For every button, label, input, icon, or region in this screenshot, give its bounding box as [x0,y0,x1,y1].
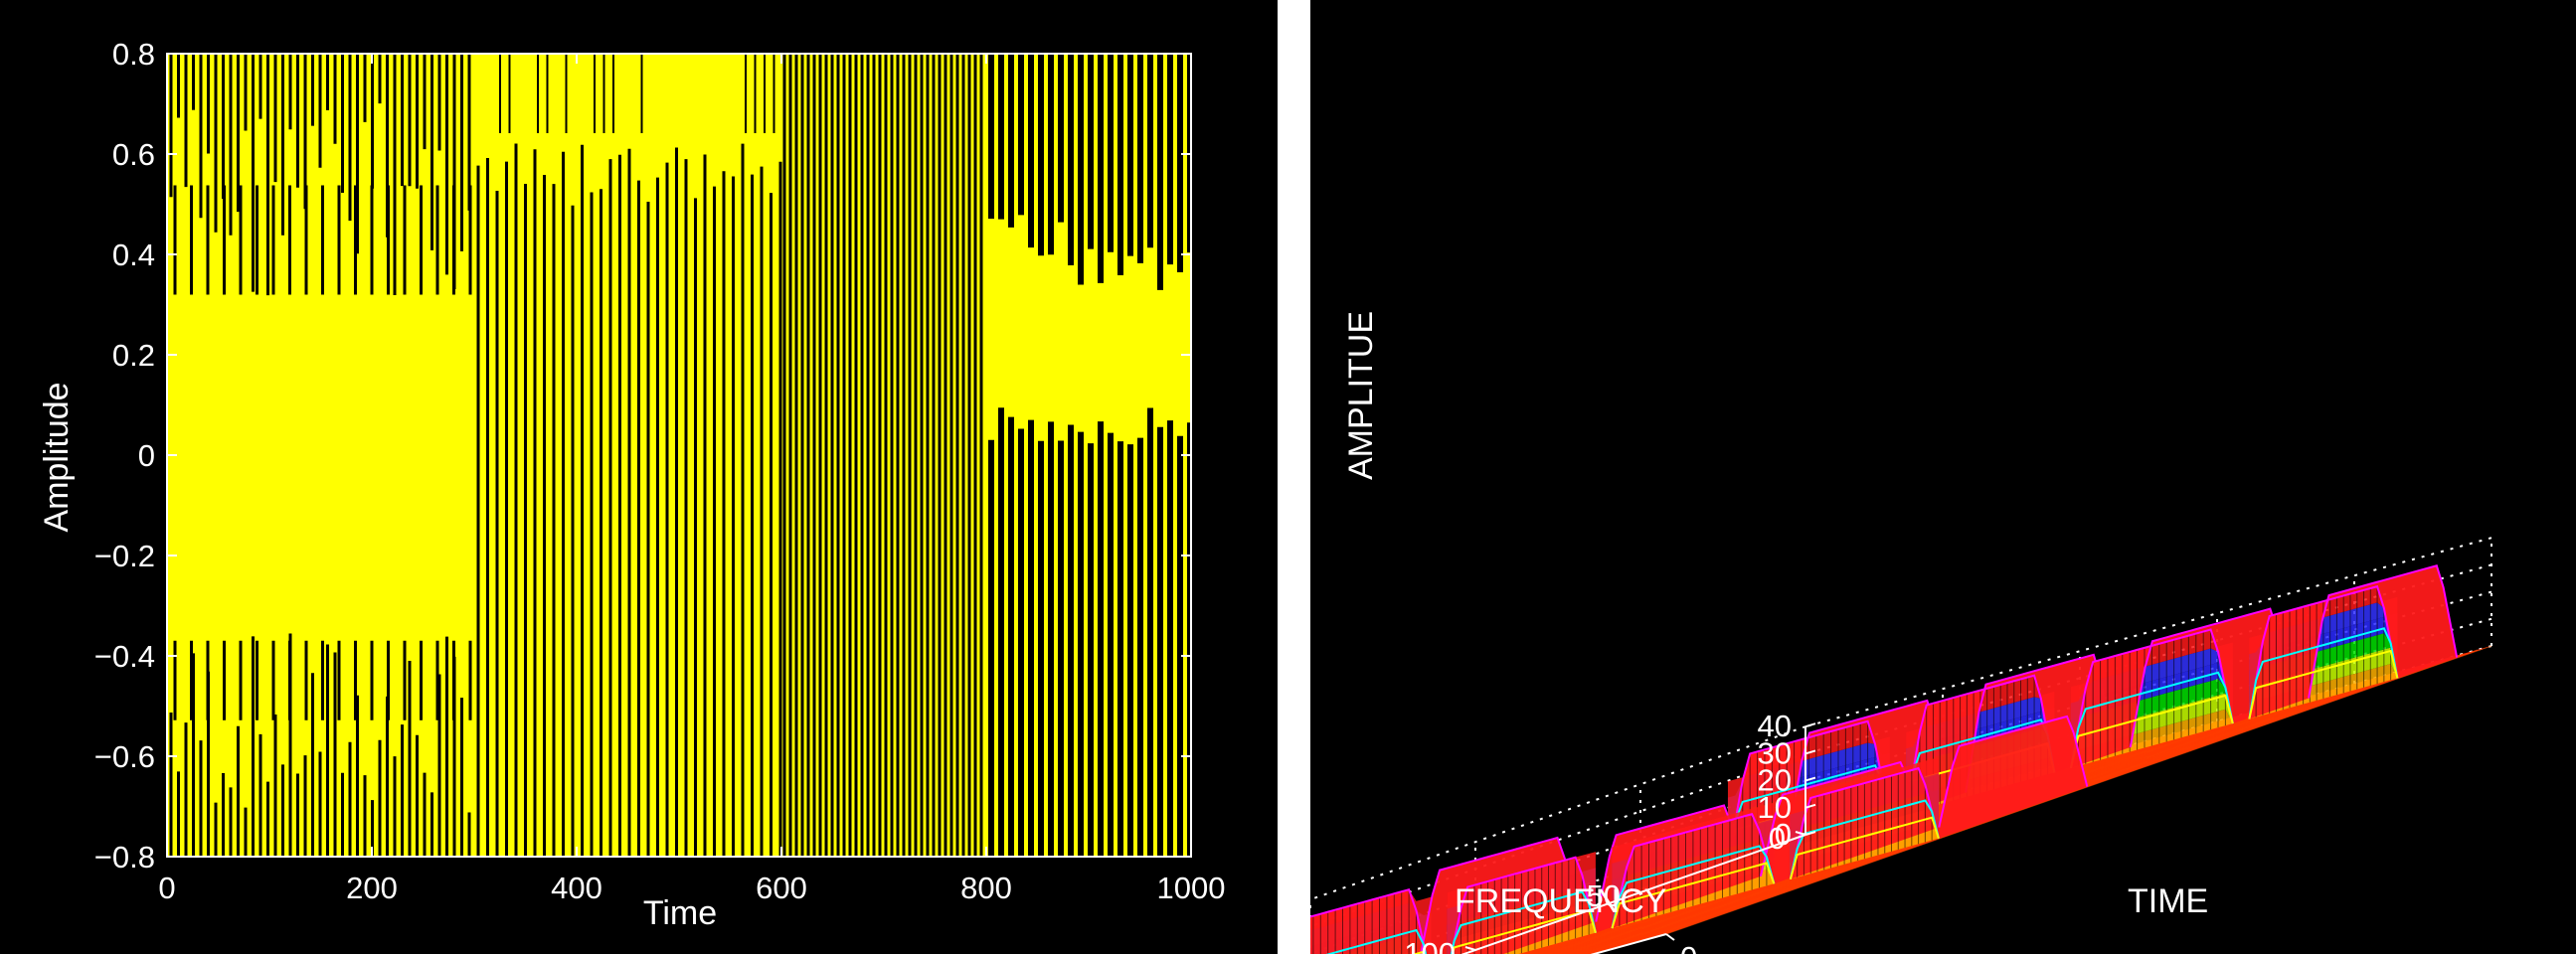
contour-line [1611,845,1776,929]
x-tick-label: 1000 [1157,871,1226,905]
contour-line [1451,908,1597,954]
y-tick-label: −0.2 [94,539,155,573]
frequency-axis-label: FREQUENCY [1455,882,1666,920]
plot-background [167,54,1191,857]
contour-line [2248,649,2399,719]
contour-line [1611,862,1776,929]
z-tick-label: 0 [1775,817,1792,852]
time-domain-chart-panel: 0 200 400 600 800 1000 0.8 0.6 0.4 0.2 0 −0.2 −0.4 −0… [0,0,1278,954]
z-tick-label: 20 [1758,763,1792,798]
frequency-tick [1464,946,1476,951]
y-axis-label: Amplitude [38,382,76,532]
z-tick [1804,831,1816,836]
axes: 0 200 400 600 800 1000 0.8 0.6 0.4 0.2 0 −0.2 −0.4 −0… [94,37,1226,905]
time-tick-label: 0 [1680,940,1697,954]
contour-line [1789,799,1940,879]
surface-peaks [1310,564,2459,954]
contour-line [1726,764,1891,864]
frequency-tick-label: 50 [1587,878,1621,913]
x-tick-label: 0 [158,871,175,905]
contour-line [1789,766,1940,879]
y-tick-label: −0.4 [94,639,155,674]
contour-line [1310,887,1428,954]
x-tick-label: 400 [551,871,602,905]
contour-line [1325,928,1428,954]
z-tick [1804,749,1816,755]
surface-face [1447,852,1596,954]
frequency-axis-line [1460,834,1806,954]
z-tick [1804,722,1816,728]
axis-ticks: 01020304005010015020025001020304050 [1404,709,1816,954]
contour-line [1786,699,1951,843]
contour-line [1938,715,2089,828]
contour-line [1759,760,1924,877]
y-tick-label: 0.2 [112,338,155,373]
contour-line [2129,607,2294,748]
mesh-line [1665,645,2492,935]
time-tick [1665,933,1675,941]
contour-line [1905,718,2056,814]
spectrogram-3d-chart: 01020304005010015020025001020304050 TIME… [1310,311,2492,954]
contour-line [1420,836,1581,954]
z-tick [1804,776,1816,782]
z-tick-label: 40 [1758,709,1792,743]
x-axis-label: Time [643,894,717,932]
time-axis-label: TIME [2128,882,2208,920]
frequency-tick [1630,888,1641,893]
contour-line [1595,804,1746,922]
surface-face [2070,679,2233,768]
contour-line [2308,564,2459,699]
frequency-tick [1795,831,1806,836]
spectrogram-chart-panel: 01020304005010015020025001020304050 TIME… [1310,0,2576,954]
contour-line [2069,671,2234,769]
contour-line [1789,816,1940,879]
signal-segment [169,54,472,857]
surface-peak [1789,715,2089,879]
signal-segment [782,54,983,857]
contour-line [1965,653,2116,793]
y-tick-label: 0.8 [112,37,155,72]
x-tick-label: 800 [960,871,1012,905]
z-tick [1804,803,1816,809]
y-tick-label: −0.8 [94,840,155,874]
surface-top [2070,608,2293,768]
contour-line [2248,584,2399,719]
frequency-tick-label: 100 [1404,936,1456,954]
time-domain-chart: 0 200 400 600 800 1000 0.8 0.6 0.4 0.2 0 −0.2 −0.4 −0… [38,37,1226,932]
z-tick-label: 30 [1758,735,1792,770]
x-tick-label: 600 [756,871,807,905]
contour-line [1905,674,2056,814]
frequency-tick-label: 0 [1769,821,1786,856]
x-tick-label: 200 [346,871,398,905]
surface-peak [2248,564,2459,719]
y-tick-label: 0.4 [112,238,155,272]
y-tick-label: −0.6 [94,739,155,774]
signal-segment [988,54,1193,857]
contour-line [2069,694,2234,769]
plot-area [167,54,1193,857]
surface-peak [2069,607,2294,769]
z-tick-label: 10 [1758,790,1792,825]
contour-line [1450,890,1597,954]
surface-face [1790,757,1939,879]
surface-top [2249,565,2458,719]
surface-face [2070,693,2233,768]
y-tick-label: 0 [138,438,155,473]
amplitude-axis-label: AMPLITUE [1342,311,1380,480]
contour-line [1611,813,1776,929]
signal-segment [476,54,782,857]
surface-face [2249,647,2398,719]
contour-line [1450,856,1597,954]
contour-line [2248,627,2399,719]
surface-face [2249,633,2398,719]
surface-face [1612,802,1775,929]
y-tick-label: 0.6 [112,137,155,172]
